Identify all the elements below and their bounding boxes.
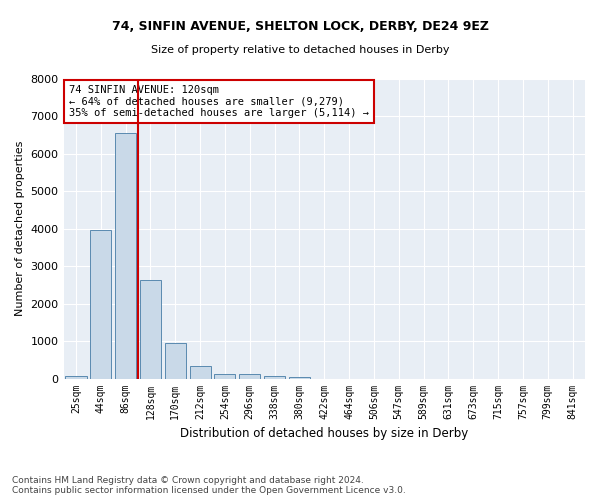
Bar: [289, 376, 310, 378]
Bar: [214, 374, 235, 378]
Bar: [65, 376, 86, 378]
Text: Size of property relative to detached houses in Derby: Size of property relative to detached ho…: [151, 45, 449, 55]
Text: 74, SINFIN AVENUE, SHELTON LOCK, DERBY, DE24 9EZ: 74, SINFIN AVENUE, SHELTON LOCK, DERBY, …: [112, 20, 488, 33]
Bar: [190, 366, 211, 378]
Bar: [264, 376, 285, 378]
Title: 74, SINFIN AVENUE, SHELTON LOCK, DERBY, DE24 9EZ
Size of property relative to de: 74, SINFIN AVENUE, SHELTON LOCK, DERBY, …: [0, 499, 1, 500]
Bar: [90, 230, 112, 378]
Text: 74 SINFIN AVENUE: 120sqm
← 64% of detached houses are smaller (9,279)
35% of sem: 74 SINFIN AVENUE: 120sqm ← 64% of detach…: [69, 85, 369, 118]
Bar: [140, 280, 161, 378]
Bar: [239, 374, 260, 378]
Bar: [165, 342, 186, 378]
X-axis label: Distribution of detached houses by size in Derby: Distribution of detached houses by size …: [180, 427, 469, 440]
Y-axis label: Number of detached properties: Number of detached properties: [15, 141, 25, 316]
Bar: [115, 133, 136, 378]
Text: Contains HM Land Registry data © Crown copyright and database right 2024.
Contai: Contains HM Land Registry data © Crown c…: [12, 476, 406, 495]
